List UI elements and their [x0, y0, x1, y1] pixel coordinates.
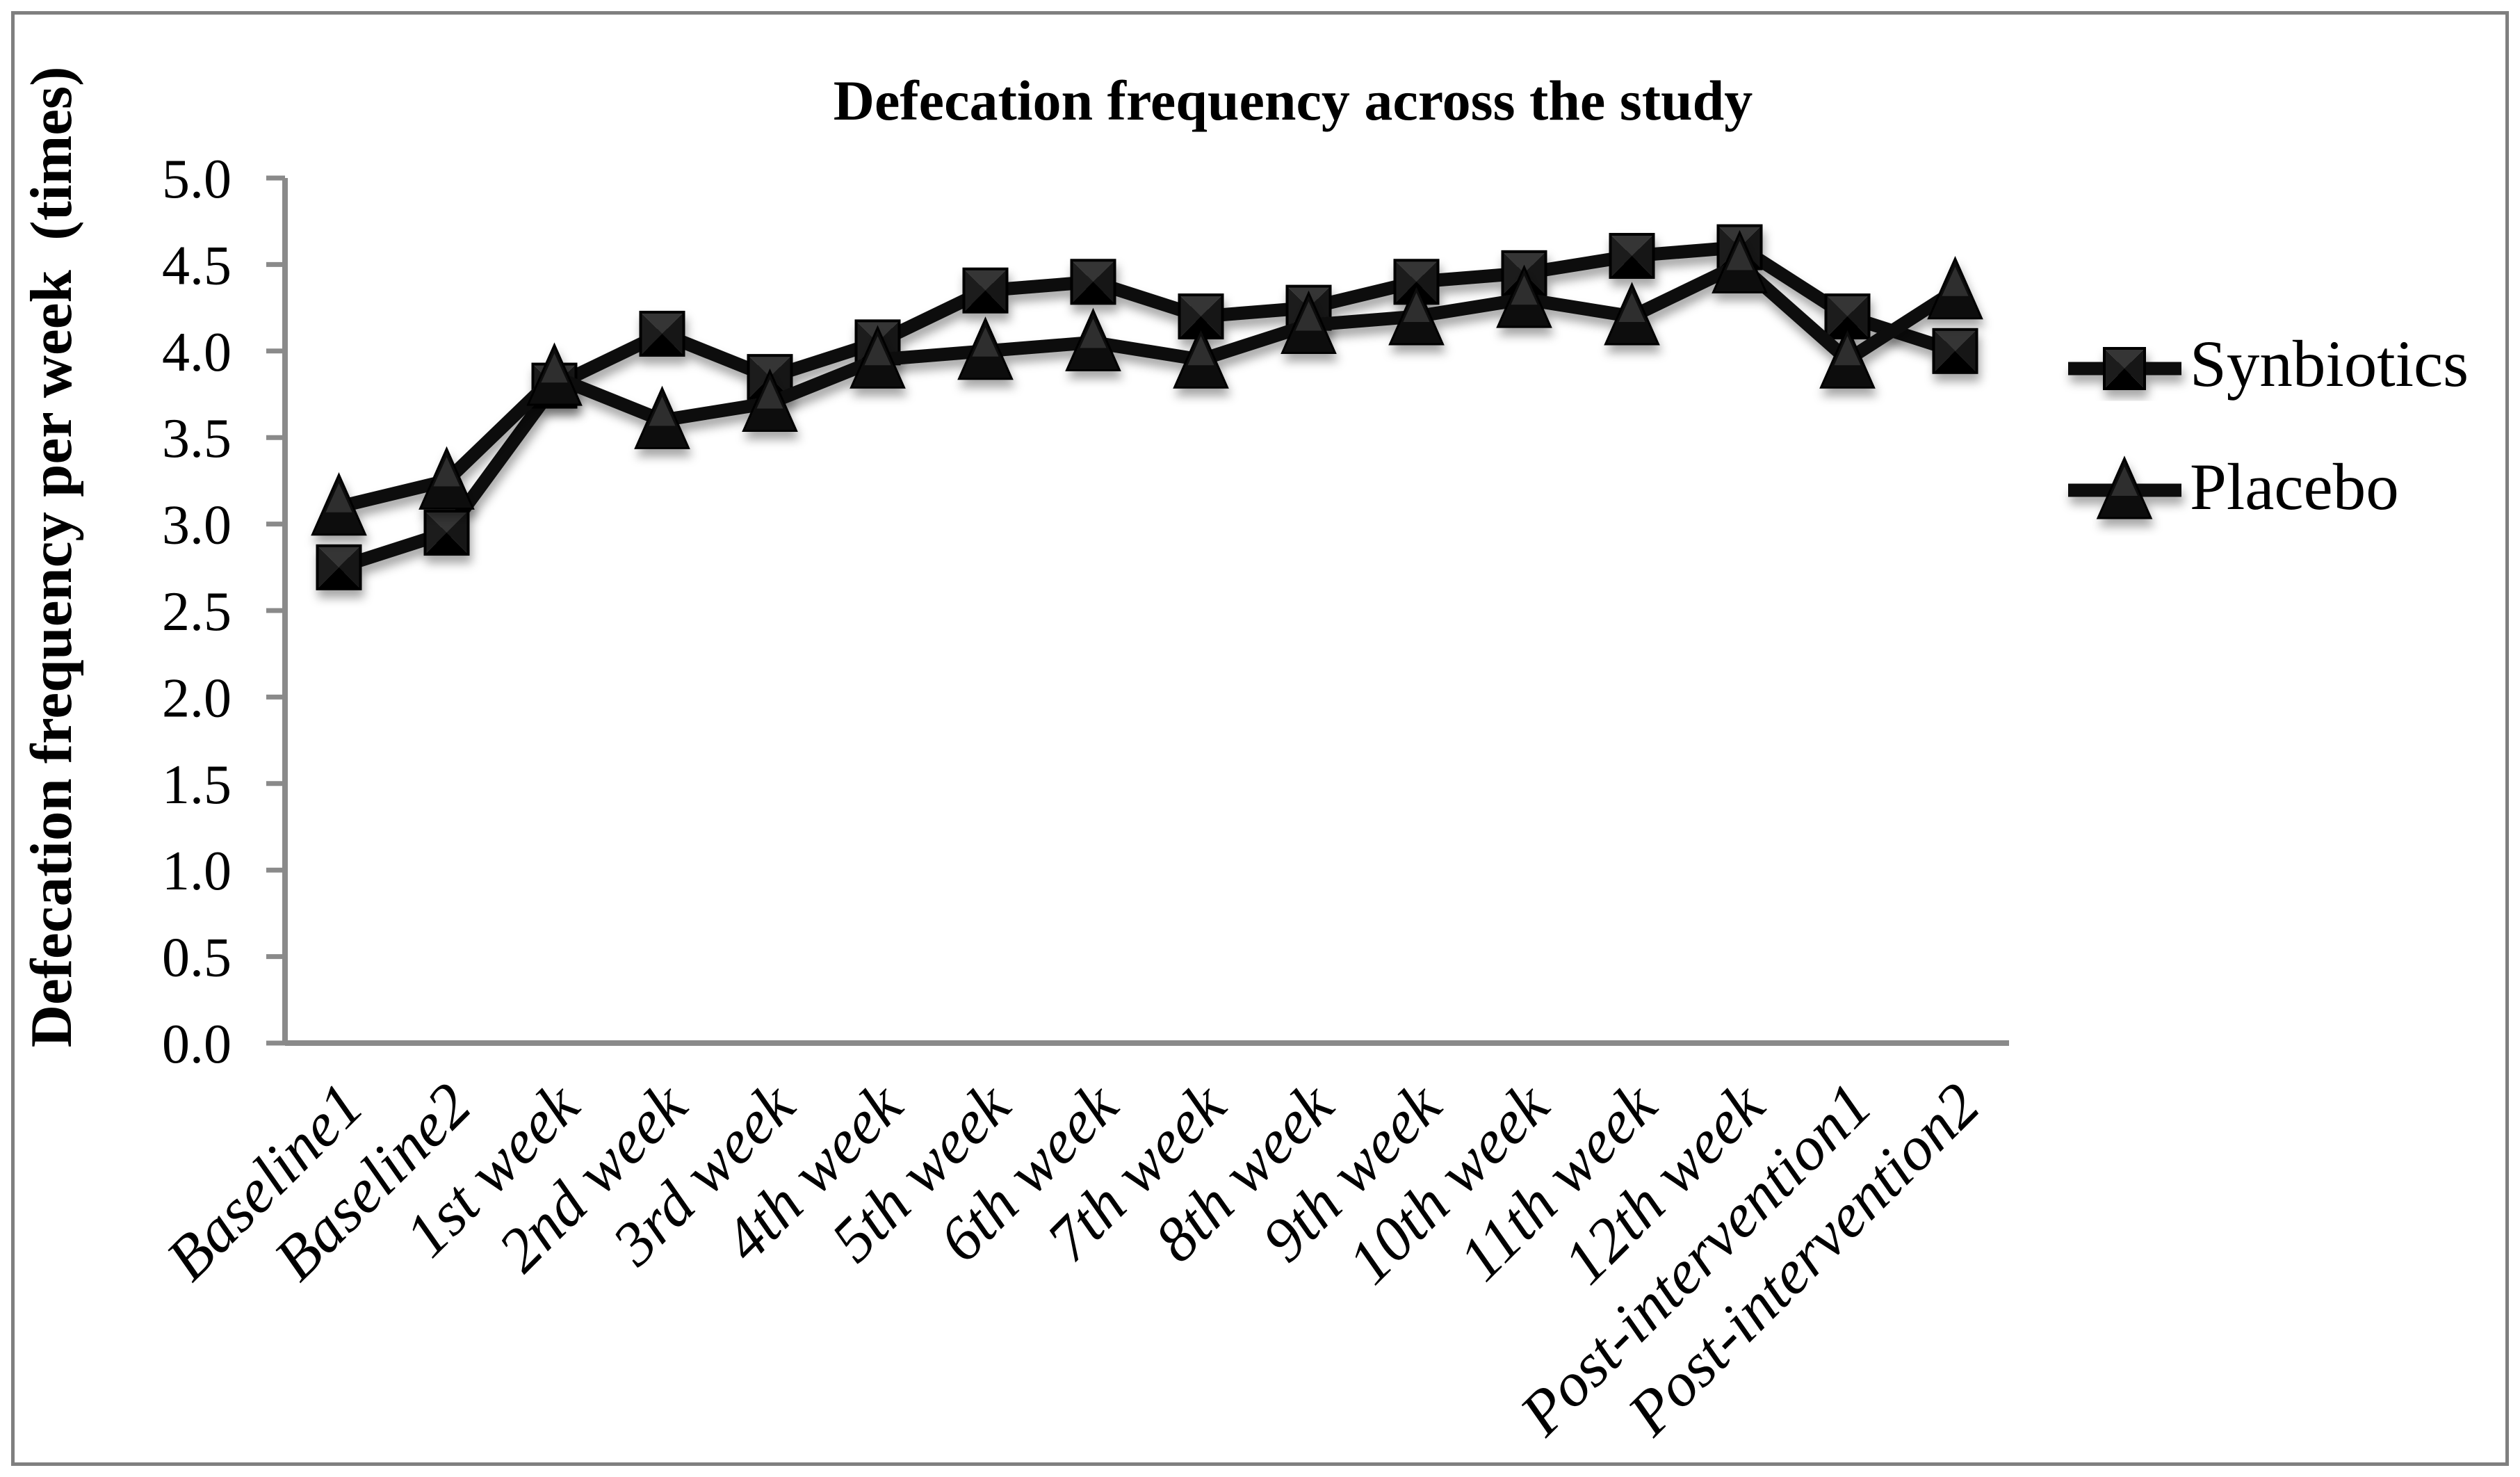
y-axis: 0.0 0.5 1.0 1.5 2.0 2.5 3.0 3.5 4.0 4.5 5.0: [162, 149, 288, 1075]
series-placebo: [311, 229, 1983, 536]
chart-title: Defecation frequency across the study: [833, 69, 1753, 132]
marker-square: [423, 510, 470, 556]
y-tick-label: 1.0: [162, 841, 231, 902]
legend-label-synbiotics: Synbiotics: [2190, 327, 2469, 401]
y-tick-label: 2.5: [162, 581, 231, 643]
legend-key-placebo: [2068, 455, 2181, 519]
y-tick-label: 5.0: [162, 149, 231, 210]
marker-triangle: [1388, 282, 1445, 346]
y-tick-label: 4.0: [162, 322, 231, 383]
y-tick-label: 3.0: [162, 495, 231, 556]
marker-triangle: [1496, 264, 1552, 328]
marker-triangle: [1173, 325, 1229, 389]
marker-square: [1609, 232, 1655, 279]
y-tick-label: 0.0: [162, 1014, 231, 1075]
marker-square: [2103, 347, 2146, 390]
y-tick-label: 4.5: [162, 235, 231, 296]
y-tick-label: 1.5: [162, 754, 231, 816]
marker-square: [639, 310, 685, 357]
marker-triangle: [957, 316, 1014, 380]
marker-triangle: [1927, 256, 1983, 320]
series-synbiotics: [316, 224, 1978, 590]
marker-square: [316, 544, 362, 590]
marker-triangle: [1604, 282, 1660, 346]
marker-triangle: [311, 472, 367, 536]
marker-triangle: [634, 385, 690, 449]
marker-triangle: [1819, 325, 1876, 389]
legend-label-placebo: Placebo: [2190, 450, 2399, 524]
y-tick-label: 2.0: [162, 668, 231, 729]
y-tick-label: 0.5: [162, 928, 231, 989]
marker-square: [1070, 259, 1116, 305]
marker-triangle: [1065, 307, 1121, 371]
marker-triangle: [1281, 290, 1337, 354]
marker-square: [962, 267, 1009, 314]
legend-key-synbiotics: [2068, 347, 2181, 390]
marker-triangle: [418, 446, 475, 510]
y-tick-label: 3.5: [162, 408, 231, 469]
marker-triangle: [526, 342, 583, 406]
marker-triangle: [850, 325, 906, 389]
marker-triangle: [1712, 229, 1768, 293]
marker-square: [1932, 328, 1978, 374]
marker-triangle: [742, 368, 798, 432]
marker-triangle: [2096, 455, 2153, 519]
